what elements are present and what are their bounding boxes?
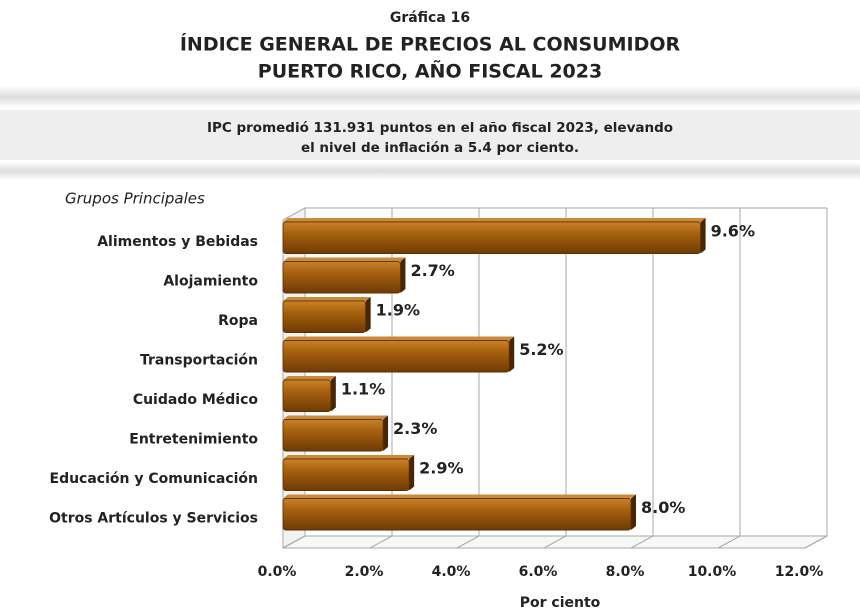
y-tick-label: Educación y Comunicación: [50, 471, 259, 487]
bar: [282, 458, 410, 491]
grid-line: [282, 535, 306, 549]
bar-side: [383, 415, 389, 452]
bar-top: [283, 454, 415, 459]
bar: [282, 261, 401, 294]
bar-side: [409, 454, 415, 491]
value-label: 2.3%: [393, 419, 437, 438]
x-tick-label: 10.0%: [688, 564, 737, 580]
x-tick-label: 8.0%: [606, 564, 645, 580]
x-axis-title: Por ciento: [520, 595, 601, 609]
y-tick-label: Ropa: [218, 313, 258, 329]
chart-title: ÍNDICE GENERAL DE PRECIOS AL CONSUMIDOR: [180, 33, 681, 56]
subtitle-box: [0, 110, 860, 160]
value-label: 1.9%: [376, 300, 420, 319]
bar: [282, 221, 702, 254]
grid-line: [717, 535, 741, 549]
grid-line: [543, 535, 567, 549]
kicker: Gráfica 16: [390, 10, 470, 26]
y-tick-label: Alimentos y Bebidas: [97, 234, 258, 250]
x-tick-label: 0.0%: [258, 564, 297, 580]
bar-top: [283, 217, 706, 222]
bar: [282, 419, 384, 452]
y-tick-label: Otros Artículos y Servicios: [49, 510, 258, 526]
y-tick-label: Transportación: [140, 352, 258, 368]
value-label: 1.1%: [341, 379, 385, 398]
y-axis-title: Grupos Principales: [65, 190, 205, 208]
bar-side: [330, 375, 336, 412]
y-tick-label: Alojamiento: [163, 273, 258, 289]
bar-top: [283, 336, 515, 341]
y-tick-label: Entretenimiento: [129, 431, 258, 447]
bar: [282, 340, 510, 373]
separator: [0, 86, 860, 108]
subtitle: IPC promedió 131.931 puntos en el año fi…: [207, 120, 673, 136]
bar-top: [283, 257, 406, 262]
x-tick-label: 4.0%: [432, 564, 471, 580]
y-tick-label: Cuidado Médico: [133, 392, 259, 408]
grid-line: [456, 535, 480, 549]
value-label: 9.6%: [711, 221, 755, 240]
x-tick-label: 6.0%: [519, 564, 558, 580]
bar: [282, 300, 367, 333]
value-label: 2.7%: [410, 261, 454, 280]
bar-side: [365, 296, 371, 333]
subtitle: el nivel de inflación a 5.4 por ciento.: [301, 140, 579, 156]
chart-title: PUERTO RICO, AÑO FISCAL 2023: [258, 59, 602, 83]
bar-side: [700, 217, 706, 254]
bar-side: [631, 494, 636, 531]
bar-side: [509, 336, 515, 373]
x-tick-label: 12.0%: [775, 564, 824, 580]
bar-top: [283, 296, 371, 301]
bar-top: [283, 494, 636, 499]
value-label: 5.2%: [519, 340, 563, 359]
bar: [282, 379, 332, 412]
x-tick-label: 2.0%: [345, 564, 384, 580]
grid-line: [369, 535, 393, 549]
value-label: 8.0%: [641, 498, 685, 517]
bar: [282, 498, 632, 531]
bar-top: [283, 375, 336, 380]
bar-top: [283, 415, 389, 420]
grid-line: [630, 535, 654, 549]
value-label: 2.9%: [419, 458, 463, 477]
grid-line: [804, 535, 828, 549]
separator: [0, 162, 860, 180]
bar-side: [400, 257, 406, 294]
